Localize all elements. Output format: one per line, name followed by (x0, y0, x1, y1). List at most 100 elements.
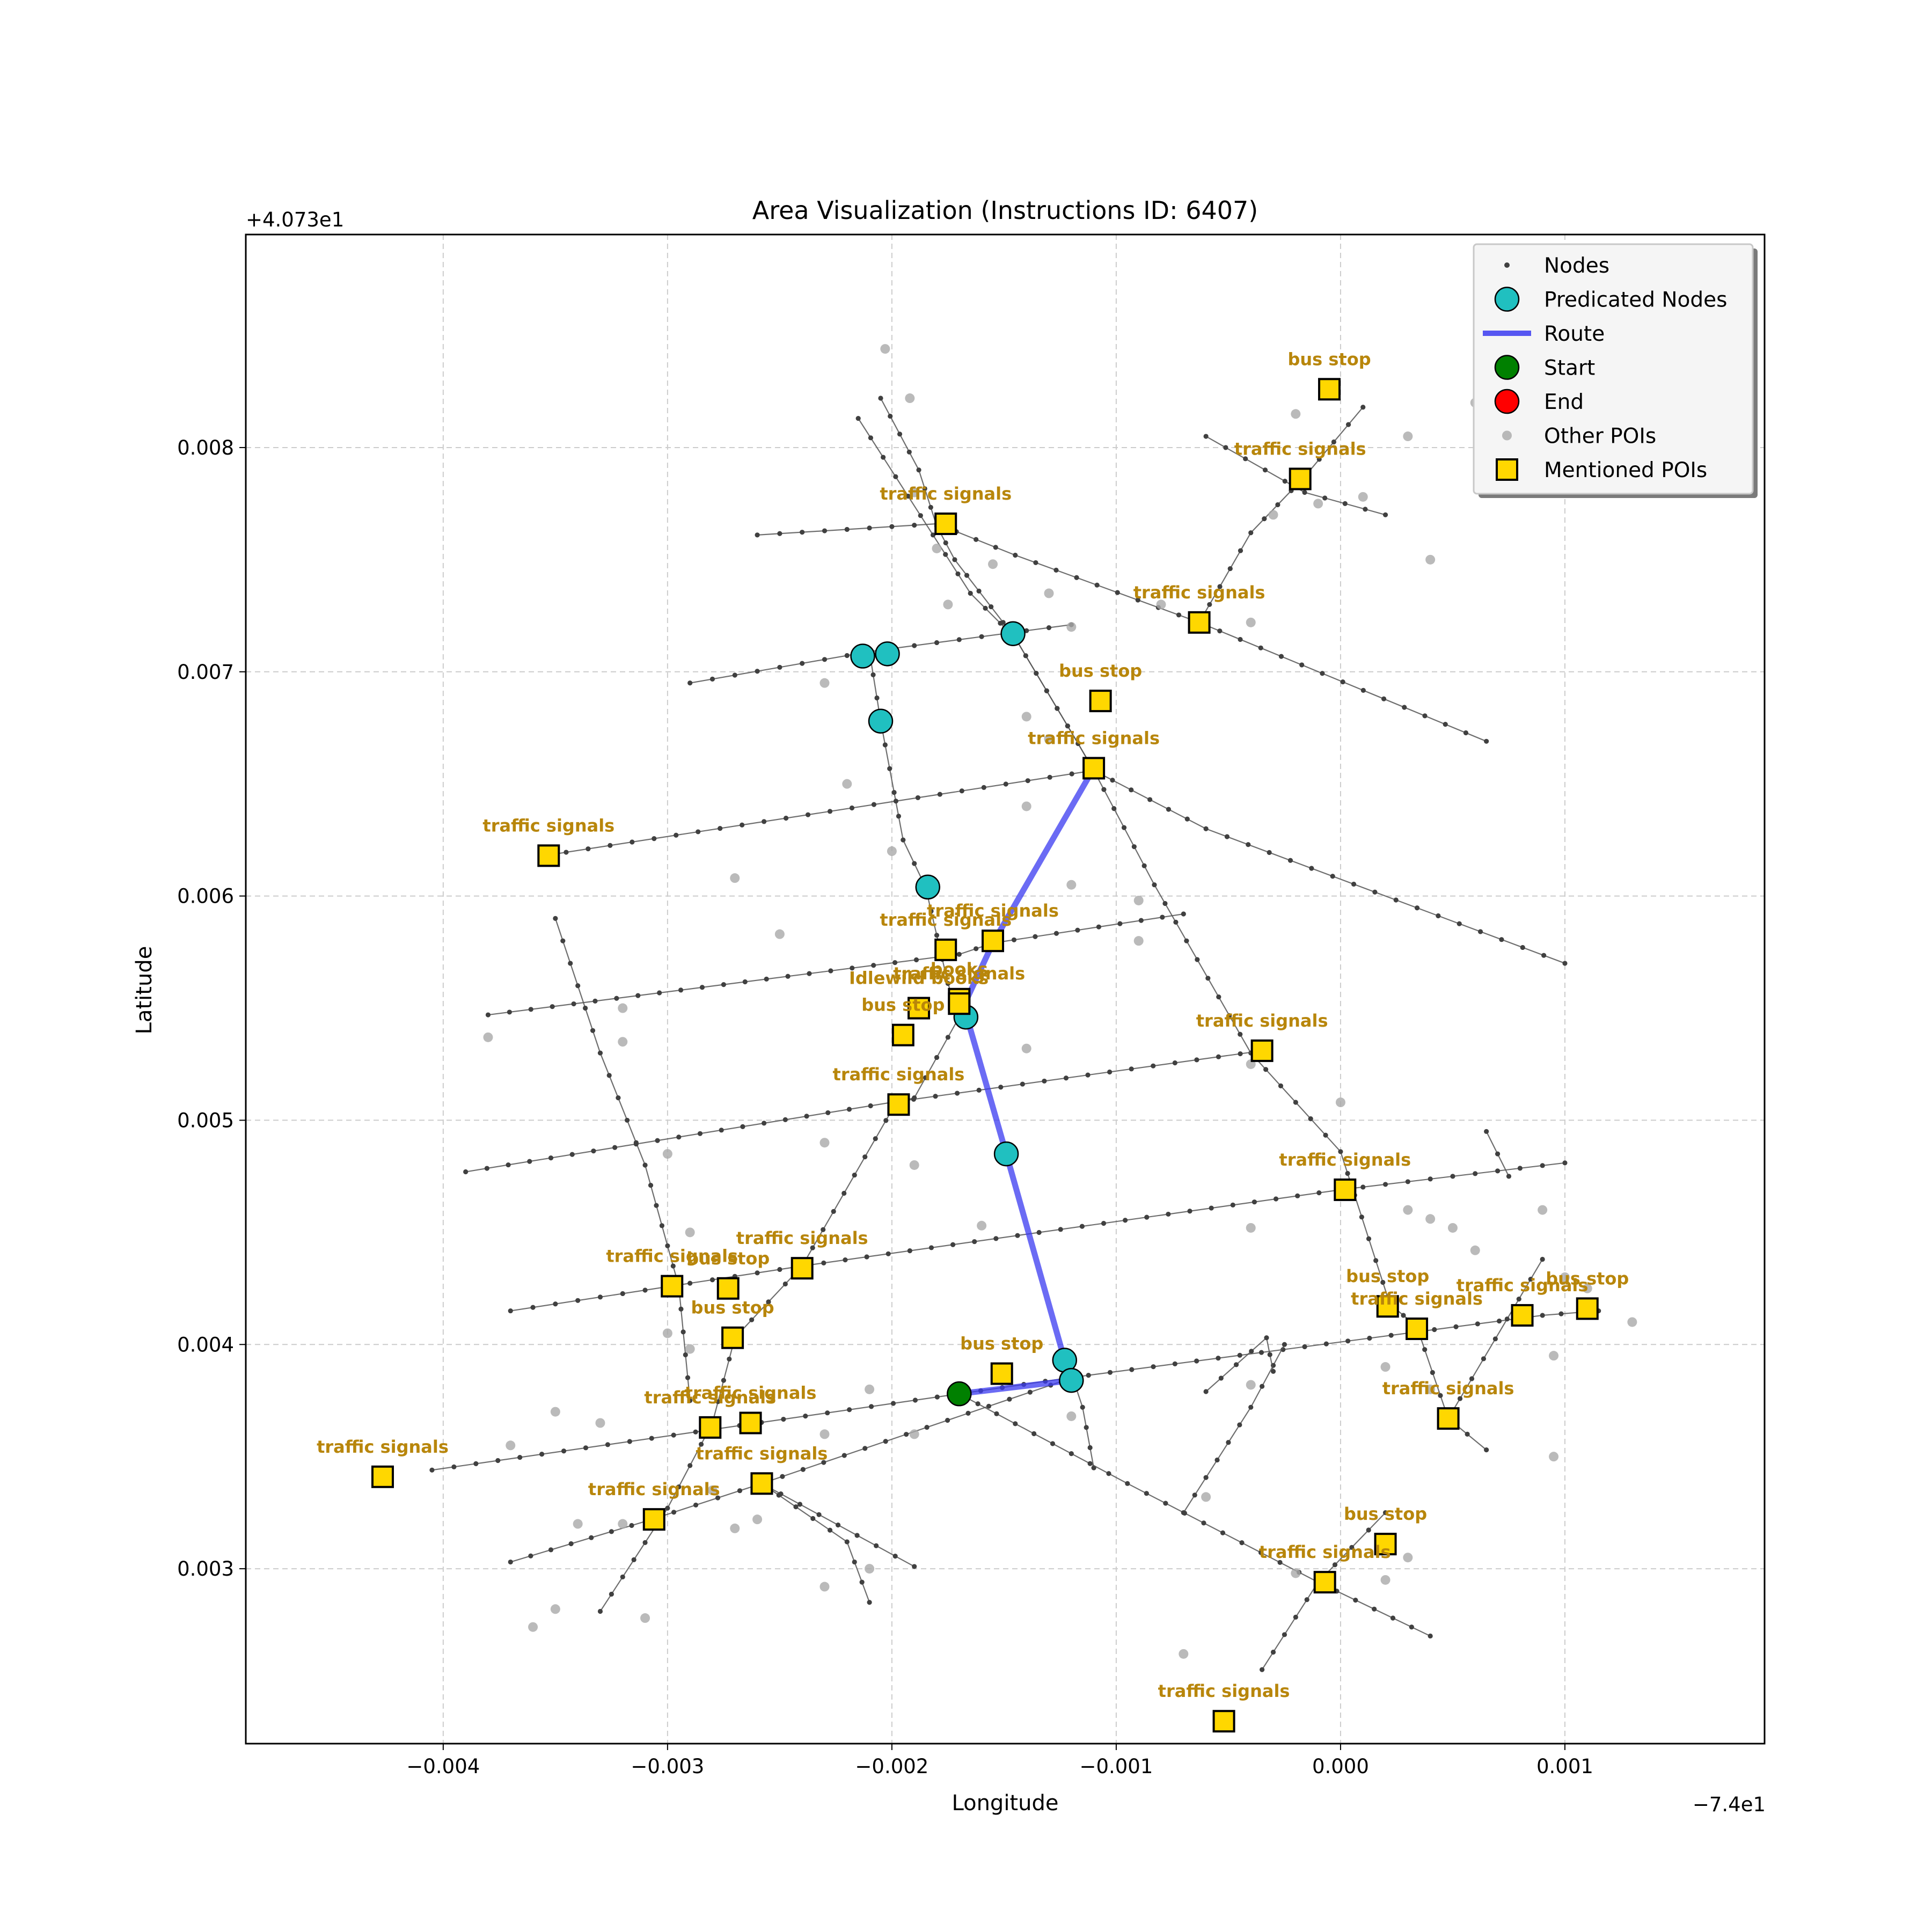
road-node (620, 1574, 625, 1580)
road-node (871, 802, 877, 807)
road-node (1044, 688, 1049, 693)
road-node (1172, 1060, 1177, 1066)
start-layer (947, 1381, 972, 1407)
road-node (835, 1523, 841, 1528)
road-node (654, 1203, 659, 1208)
road-node (1201, 1520, 1206, 1526)
road-node (1401, 1313, 1406, 1318)
road-node (1520, 945, 1525, 950)
road-node (1430, 1370, 1435, 1375)
mentioned-poi-marker (1188, 611, 1211, 634)
road-node (687, 680, 693, 686)
road-node (871, 963, 876, 968)
road-node (852, 1559, 857, 1565)
road-node (1216, 1054, 1221, 1059)
road-node (892, 1553, 898, 1559)
other-poi (842, 779, 852, 789)
x-axis-title: Longitude (952, 1791, 1059, 1816)
mentioned-poi-label: traffic signals (482, 815, 614, 836)
road-node (676, 1484, 682, 1490)
road-node (964, 573, 970, 578)
road-node (855, 416, 861, 421)
mentioned-poi-label: bus stop (861, 995, 945, 1015)
road-node (1096, 924, 1102, 930)
road-node (1252, 1199, 1257, 1205)
road-node (928, 1245, 934, 1250)
mentioned-poi-marker (1212, 1710, 1235, 1733)
road-node (1390, 1615, 1396, 1621)
legend-box (1473, 243, 1754, 495)
mentioned-poi-label: bus stop (1346, 1266, 1429, 1286)
other-poi (528, 1622, 538, 1632)
other-poi (1133, 936, 1144, 946)
road-node (1141, 863, 1147, 868)
mentioned-poi-marker (1250, 1039, 1274, 1062)
road-node (609, 1529, 614, 1534)
road-node (1034, 670, 1039, 676)
road-node (1260, 1667, 1265, 1672)
mentioned-poi-label: bus stop (1546, 1268, 1629, 1289)
road-node (968, 590, 973, 596)
other-poi (819, 1429, 830, 1439)
road-node (1270, 1649, 1276, 1655)
other-poi (730, 873, 740, 883)
road-node (473, 1461, 479, 1467)
road-node (687, 1463, 693, 1468)
road-node (821, 1460, 826, 1465)
other-poi (1403, 1205, 1413, 1215)
road-node (539, 1452, 545, 1457)
road-node (797, 1502, 803, 1507)
road-node (575, 983, 581, 989)
other-poi (865, 1384, 875, 1394)
mentioned-poi-label: bus stop (1344, 1504, 1427, 1524)
start-marker (947, 1381, 972, 1407)
road-node (1282, 1342, 1287, 1347)
road-node (1079, 1224, 1085, 1229)
road-node (1207, 602, 1212, 608)
road-node (485, 1012, 491, 1018)
other-poi (730, 1523, 740, 1533)
road-node (1087, 1461, 1093, 1466)
road-node (893, 799, 899, 804)
road-node (1152, 882, 1157, 888)
road-node (1087, 1445, 1093, 1451)
road-node (1309, 866, 1314, 871)
road-node (678, 987, 684, 993)
road-node (907, 1248, 912, 1254)
road-node (1249, 1349, 1254, 1354)
road-node (1227, 566, 1233, 572)
road-node (821, 1227, 826, 1232)
road-node (1129, 787, 1134, 793)
road-node (1075, 927, 1080, 933)
road-node (1138, 918, 1144, 923)
road-node (740, 822, 745, 828)
mentioned-poi-label: bus stop (1287, 349, 1371, 369)
road-node (1085, 1072, 1091, 1078)
road-node (721, 982, 726, 987)
road-node (1484, 738, 1489, 744)
road-node (1226, 1440, 1231, 1445)
road-node (625, 1117, 630, 1123)
road-node (674, 832, 679, 838)
road-node (874, 695, 880, 701)
legend: Nodes Predicated Nodes Route Start End Other … (1473, 243, 1758, 498)
road-node (1003, 781, 1008, 787)
mentioned-poi-marker (948, 992, 971, 1015)
legend-swatch-nodes (1504, 262, 1510, 268)
road-node (1166, 807, 1172, 812)
legend-swatch-circle (1494, 355, 1520, 380)
road-node (560, 938, 566, 943)
road-node (715, 1399, 721, 1404)
road-node (606, 1073, 612, 1078)
road-node (850, 965, 855, 971)
road-node (849, 805, 855, 811)
road-node (862, 1446, 868, 1451)
road-node (1214, 1457, 1220, 1463)
mentioned-poi-label: traffic signals (685, 1383, 817, 1403)
road-node (1428, 1633, 1433, 1639)
road-node (1322, 495, 1328, 501)
other-poi (1044, 588, 1054, 598)
mentioned-poi-marker (371, 1465, 394, 1488)
road-node (1388, 1333, 1394, 1338)
road-node (608, 843, 613, 848)
